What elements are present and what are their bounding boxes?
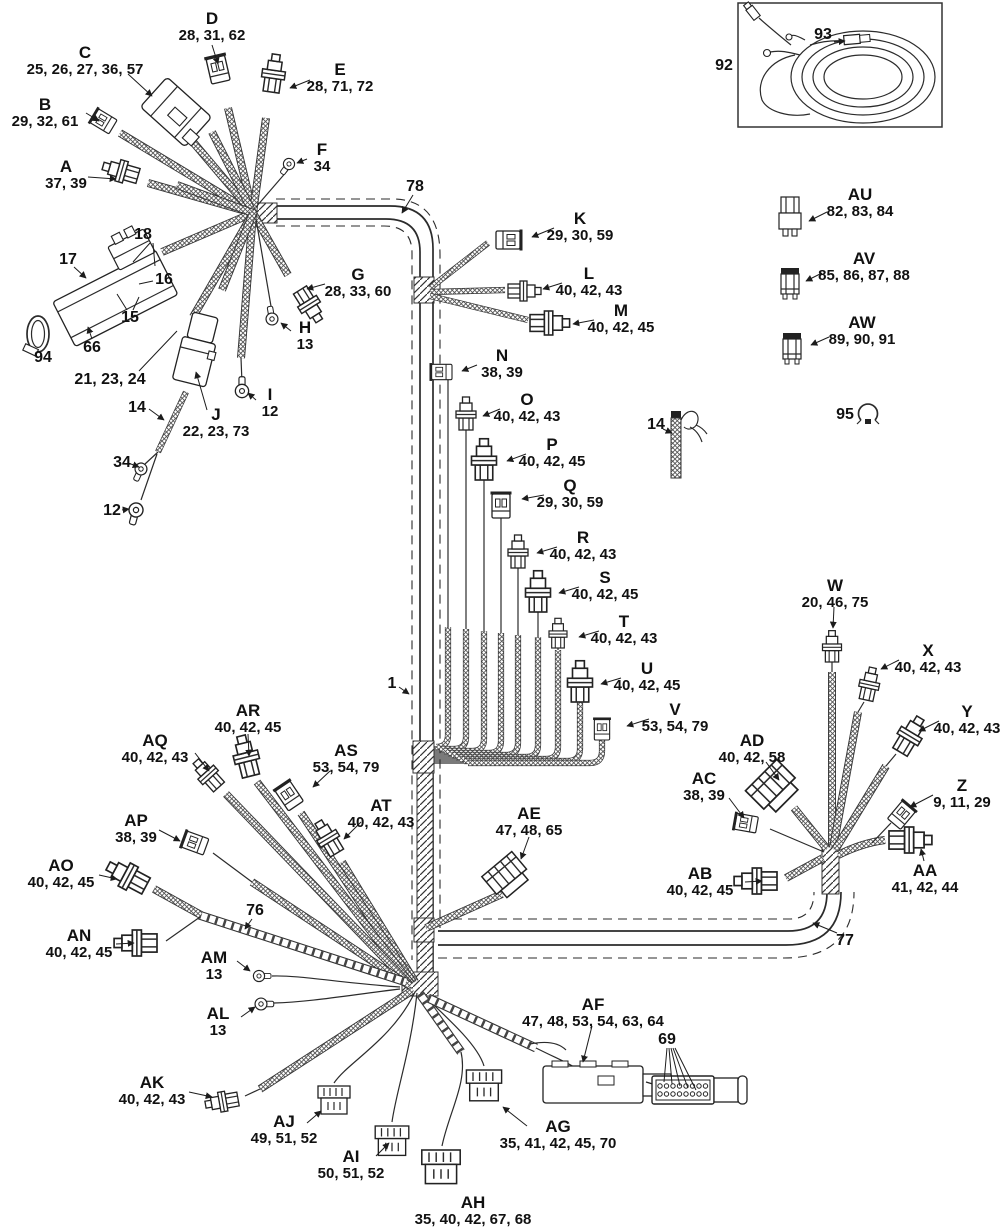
ring-terminal-h — [263, 304, 280, 327]
connector-g — [289, 283, 330, 328]
connector-aj — [317, 1085, 351, 1115]
klm-branch — [428, 228, 571, 336]
connector-d — [203, 51, 233, 86]
inset-box-remote-harness — [737, 1, 943, 128]
connector-ai — [374, 1125, 410, 1157]
ring-terminal-f — [276, 155, 298, 178]
connector-ac — [731, 810, 760, 835]
connector-ar — [228, 732, 264, 780]
connector-v — [592, 716, 612, 741]
part-14-sleeve — [670, 410, 708, 479]
ring-terminal-am — [252, 969, 272, 983]
connector-m — [529, 310, 571, 336]
connector-l — [507, 280, 542, 302]
connector-e — [258, 52, 289, 95]
connector-b — [87, 106, 119, 136]
connector-x — [855, 664, 884, 703]
connector-aq — [187, 753, 228, 795]
connector-p — [470, 437, 498, 481]
part-aw-icon — [782, 333, 802, 365]
ring-terminal-i — [234, 376, 250, 399]
connector-ah — [421, 1149, 461, 1185]
connector-aa — [888, 826, 933, 854]
ae-branch — [424, 850, 534, 932]
connector-n — [428, 362, 453, 382]
center-fan — [428, 362, 612, 767]
strap-94 — [22, 315, 50, 357]
connector-c — [139, 76, 216, 151]
connector-q — [489, 490, 513, 519]
fuse-holder-assembly-j — [124, 311, 219, 528]
right-run-77 — [438, 843, 855, 959]
ring-terminal-al — [254, 997, 275, 1011]
connector-ao — [101, 853, 153, 899]
part-av-icon — [780, 268, 800, 300]
connector-y — [888, 711, 932, 759]
main-trunk — [249, 198, 441, 997]
connector-o — [455, 396, 477, 431]
front-hub-branches — [117, 107, 292, 384]
leader-lines — [73, 38, 940, 1157]
connector-ag — [465, 1069, 503, 1102]
connector-t — [548, 617, 568, 649]
ring-terminal-12 — [124, 500, 146, 528]
connector-69 — [651, 1075, 748, 1105]
connector-k — [495, 228, 524, 252]
part-au-icon — [778, 196, 802, 237]
connector-s — [524, 569, 552, 613]
part-95-clip-icon — [856, 403, 880, 425]
connector-u — [566, 659, 594, 703]
connector-z — [885, 797, 919, 832]
connector-a — [99, 154, 142, 188]
connector-w — [821, 630, 843, 663]
relay-bracket-assembly — [53, 225, 178, 347]
connector-ad — [744, 758, 804, 818]
bottom-hub-branches — [101, 732, 672, 1185]
connector-r — [507, 534, 529, 569]
right-hub-branches — [731, 630, 933, 895]
connector-an — [113, 929, 158, 957]
connector-ak — [203, 1088, 241, 1116]
connector-ae — [481, 850, 534, 903]
connector-ap — [178, 828, 211, 857]
